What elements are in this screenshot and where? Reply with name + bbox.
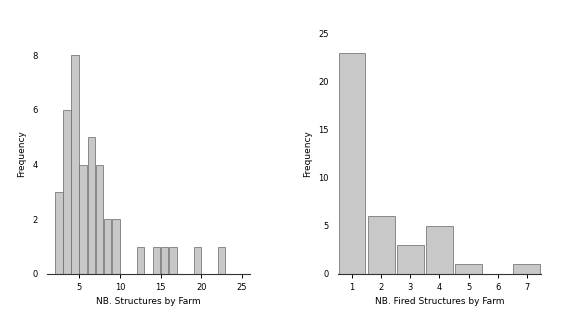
Bar [96,165,103,274]
Bar [426,226,453,274]
Bar [63,110,70,274]
Bar [80,165,87,274]
Bar [88,137,95,274]
Bar [218,246,225,274]
Bar [339,53,365,274]
Bar [368,216,395,274]
Y-axis label: Frequency: Frequency [17,130,27,177]
Bar [72,55,79,274]
Bar [161,246,168,274]
X-axis label: NB. Fired Structures by Farm: NB. Fired Structures by Farm [375,298,504,307]
Bar [153,246,160,274]
Bar [169,246,176,274]
Bar [137,246,144,274]
Bar [55,192,62,274]
Bar [112,219,119,274]
X-axis label: NB. Structures by Farm: NB. Structures by Farm [96,298,201,307]
Y-axis label: Frequency: Frequency [303,130,313,177]
Bar [104,219,111,274]
Bar [513,264,540,274]
Bar [397,245,424,274]
Bar [194,246,201,274]
Bar [455,264,482,274]
